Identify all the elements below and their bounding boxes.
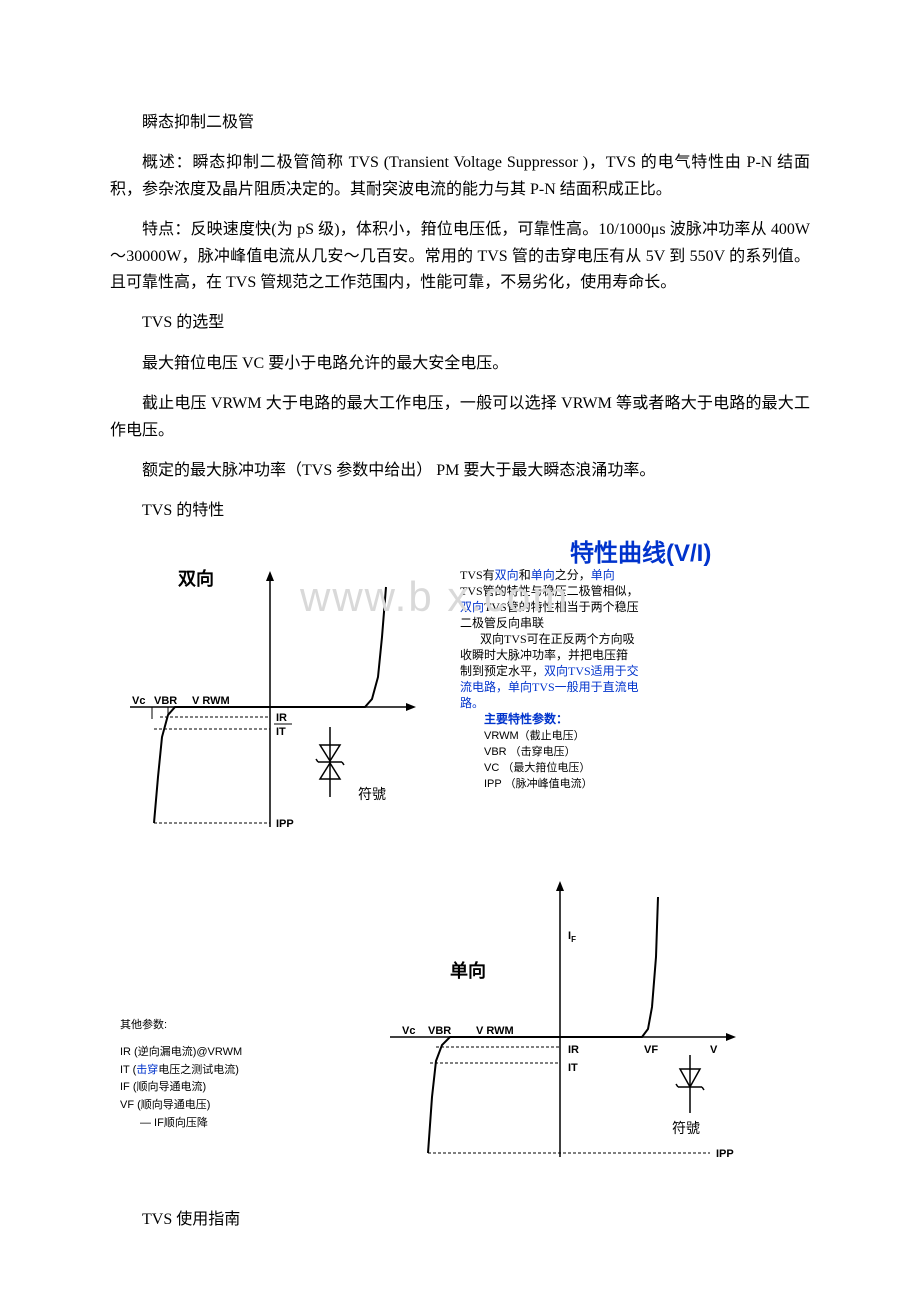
para-overview: 概述：瞬态抑制二极管简称 TVS (Transient Voltage Supp… (110, 150, 810, 203)
svg-text:路。: 路。 (460, 695, 484, 710)
other-params-title: 其他参数: (120, 1017, 242, 1035)
svg-text:流电路，单向TVS一般用于直流电: 流电路，单向TVS一般用于直流电 (460, 679, 639, 694)
svg-text:TVS管的特性与稳压二极管相似，: TVS管的特性与稳压二极管相似， (460, 583, 639, 598)
svg-text:IPP: IPP (276, 818, 294, 830)
unidir-symbol (676, 1055, 704, 1113)
svg-text:制到预定水平，双向TVS适用于交: 制到预定水平，双向TVS适用于交 (460, 663, 639, 678)
op-ir: IR (逆向漏电流)@VRWM (120, 1044, 242, 1062)
bidir-graph: 双向 Vc VBR (130, 568, 416, 830)
svg-text:IPP: IPP (716, 1148, 734, 1160)
bidir-label: 双向 (178, 568, 214, 589)
bidir-symbol-label: 符號 (358, 787, 386, 803)
bidir-svg: 特性曲线(V/I) 双向 (130, 539, 830, 869)
fig1-title: 特性曲线(V/I) (570, 540, 711, 567)
op-if: IF (顺向导通电流) (120, 1079, 242, 1097)
other-params: 其他参数: IR (逆向漏电流)@VRWM IT (击穿电压之测试电流) IF … (120, 1017, 242, 1133)
unidir-label: 单向 (450, 960, 486, 981)
page-content: 瞬态抑制二极管 概述：瞬态抑制二极管简称 TVS (Transient Volt… (0, 0, 920, 1307)
svg-text:双向TVS可在正反两个方向吸: 双向TVS可在正反两个方向吸 (480, 631, 635, 646)
svg-text:VRWM（截止电压）: VRWM（截止电压） (484, 728, 585, 742)
svg-text:IR: IR (276, 712, 287, 724)
para-pm: 额定的最大脉冲功率（TVS 参数中给出） PM 要大于最大瞬态浪涌功率。 (110, 458, 810, 484)
svg-text:V: V (710, 1044, 718, 1056)
para-features: 特点：反映速度快(为 pS 级)，体积小，箝位电压低，可靠性高。10/1000μ… (110, 217, 810, 296)
heading-guide: TVS 使用指南 (110, 1207, 810, 1233)
svg-text:VF: VF (644, 1044, 658, 1056)
svg-text:VBR （击穿电压）: VBR （击穿电压） (484, 744, 576, 758)
svg-text:IPP （脉冲峰值电流）: IPP （脉冲峰值电流） (484, 776, 593, 790)
para-vrwm: 截止电压 VRWM 大于电路的最大工作电压，一般可以选择 VRWM 等或者略大于… (110, 391, 810, 444)
svg-text:Vc: Vc (402, 1025, 415, 1037)
svg-text:双向TVS管的特性相当于两个稳压: 双向TVS管的特性相当于两个稳压 (460, 599, 639, 614)
heading-characteristics: TVS 的特性 (110, 498, 810, 524)
fig1-description: TVS有双向和单向之分，单向 TVS管的特性与稳压二极管相似， 双向TVS管的特… (460, 567, 639, 790)
svg-text:VBR: VBR (428, 1025, 451, 1037)
unidir-symbol-label: 符號 (672, 1121, 700, 1137)
svg-text:主要特性参数：: 主要特性参数： (484, 711, 568, 726)
op-note: — IF顺向压降 (120, 1115, 242, 1133)
svg-text:IT: IT (568, 1062, 578, 1074)
op-vf: VF (顺向导通电压) (120, 1097, 242, 1115)
bidir-symbol (316, 727, 344, 797)
op-it: IT (击穿电压之测试电流) (120, 1062, 242, 1080)
svg-text:IR: IR (568, 1044, 579, 1056)
svg-text:收瞬时大脉冲功率，并把电压箝: 收瞬时大脉冲功率，并把电压箝 (460, 647, 628, 662)
figure-unidirectional: 单向 IF Vc VBR V RWM VF (130, 877, 810, 1177)
svg-text:Vc: Vc (132, 695, 145, 707)
svg-text:VBR: VBR (154, 695, 177, 707)
svg-text:IF: IF (568, 930, 576, 944)
svg-text:二极管反向串联: 二极管反向串联 (460, 615, 544, 630)
figure-bidirectional: www.b x.com 特性曲线(V/I) 双向 (130, 539, 810, 869)
heading-selection: TVS 的选型 (110, 310, 810, 336)
svg-text:VC （最大箝位电压）: VC （最大箝位电压） (484, 760, 590, 774)
svg-text:TVS有双向和单向之分，单向: TVS有双向和单向之分，单向 (460, 567, 615, 582)
svg-text:V RWM: V RWM (476, 1025, 514, 1037)
title: 瞬态抑制二极管 (110, 110, 810, 136)
svg-text:IT: IT (276, 726, 286, 738)
para-vc: 最大箝位电压 VC 要小于电路允许的最大安全电压。 (110, 351, 810, 377)
svg-text:V RWM: V RWM (192, 695, 230, 707)
